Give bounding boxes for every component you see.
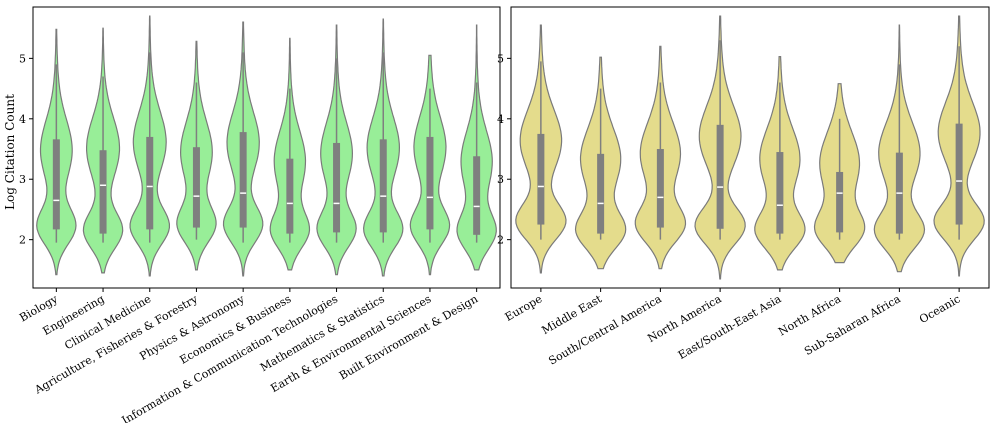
left-violin-mathematics-statistics-iqr-box [379,139,387,233]
left-violins [36,15,497,277]
left-violin-economics-business-iqr-box [286,158,294,234]
right-violin-middle-east-iqr-box [597,153,605,234]
right-violin-east-south-east-asia-iqr-box [776,152,784,234]
right-ytick-label-3: 3 [497,173,504,186]
left-y-axis-label: Log Citation Count [3,94,17,210]
left-ytick-label-2: 2 [19,234,26,247]
left-violin-agriculture-fisheries-forestry-iqr-box [192,147,200,228]
right-xtick-label-south-central-america: South/Central America [546,292,664,368]
left-violin-built-environment-design-iqr-box [473,156,481,235]
left-violin-engineering-iqr-box [99,150,107,234]
right-xtick-label-sub-saharan-africa: Sub-Saharan Africa [802,292,903,358]
left-ytick-label-5: 5 [19,52,26,65]
right-violin-south-central-america-iqr-box [656,149,664,228]
right-xtick-label-europe: Europe [503,292,545,324]
right-axes-frame [510,6,990,289]
left-violin-clinical-medicine-iqr-box [146,136,154,230]
left-ytick-label-4: 4 [19,113,26,126]
right-ytick-label-4: 4 [497,113,504,126]
right-violin-north-america-iqr-box [716,124,724,229]
right-violins [515,15,985,280]
left-violin-information-communication-technologies-iqr-box [333,142,341,233]
left-violin-biology-iqr-box [52,139,60,230]
left-violin-earth-environmental-sciences-iqr-box [426,136,434,230]
right-ytick-label-5: 5 [497,52,504,65]
left-y-ticks: 2 3 4 5 [19,52,33,247]
left-violin-physics-astronomy-iqr-box [239,132,247,228]
right-violin-oceanic-iqr-box [955,123,963,225]
right-ytick-label-2: 2 [497,234,504,247]
left-ytick-label-3: 3 [19,173,26,186]
right-xtick-label-east-south-east-asia: East/South-East Asia [676,292,784,362]
left-axes-frame [32,6,501,289]
right-y-ticks: 2 3 4 5 [497,52,511,247]
right-xtick-label-oceanic: Oceanic [917,292,962,326]
right-violin-north-africa-iqr-box [836,171,844,233]
right-violin-europe-iqr-box [537,133,545,225]
